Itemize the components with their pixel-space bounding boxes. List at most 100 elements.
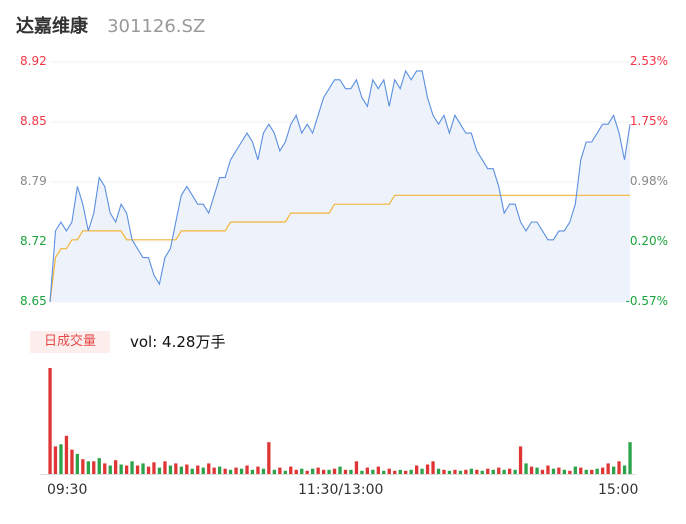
- volume-bar: [168, 465, 173, 474]
- volume-bar: [387, 468, 391, 474]
- volume-bar: [218, 466, 222, 474]
- volume-bar: [152, 462, 156, 474]
- volume-bar: [453, 469, 457, 474]
- volume-bar: [617, 461, 621, 474]
- volume-bar: [540, 469, 545, 474]
- time-tick-label: 15:00: [598, 482, 639, 498]
- volume-bar: [212, 467, 216, 474]
- volume-bar: [130, 461, 134, 474]
- volume-bar: [612, 466, 616, 474]
- volume-bar: [436, 468, 441, 474]
- volume-bar: [81, 459, 85, 474]
- volume-bar: [228, 469, 233, 474]
- price-plot-area: [49, 61, 631, 303]
- volume-bar: [518, 446, 523, 474]
- price-tick-label: 8.79: [20, 174, 47, 188]
- volume-bar: [92, 461, 96, 474]
- volume-bar: [119, 464, 123, 474]
- volume-bar: [480, 470, 484, 474]
- volume-bar: [125, 465, 129, 474]
- volume-bar: [524, 463, 528, 474]
- volume-bar: [327, 469, 331, 474]
- volume-bar: [316, 467, 320, 474]
- price-tick-label: 8.92: [20, 54, 47, 68]
- volume-bar: [338, 466, 342, 474]
- volume-bar: [579, 467, 583, 474]
- volume-bar: [234, 467, 238, 474]
- price-line: [49, 69, 631, 303]
- pct-tick-label: 0.20%: [629, 234, 668, 248]
- volume-bar: [53, 446, 58, 474]
- pct-tick-label: 0.98%: [629, 174, 668, 188]
- volume-bar: [371, 469, 375, 474]
- volume-bar: [272, 469, 276, 474]
- volume-bar: [86, 461, 90, 474]
- volume-bar: [393, 470, 397, 474]
- volume-bar: [141, 463, 145, 474]
- volume-bar: [562, 469, 566, 474]
- time-tick-label: 11:30/13:00: [298, 482, 384, 498]
- volume-bar: [305, 470, 309, 474]
- volume-bar: [557, 467, 561, 474]
- volume-bar: [497, 467, 501, 474]
- volume-bar: [551, 468, 556, 474]
- volume-bar: [590, 469, 594, 474]
- volume-bar: [376, 466, 380, 474]
- volume-bar: [261, 468, 266, 474]
- volume-bar: [404, 470, 408, 474]
- pct-tick-label: 1.75%: [629, 114, 668, 128]
- stock-header: 达嘉维康 301126.SZ: [16, 12, 205, 40]
- price-tick-label: 8.65: [20, 294, 47, 308]
- volume-bar: [425, 464, 430, 474]
- price-tick-label: 8.85: [20, 114, 47, 128]
- volume-bar: [469, 468, 473, 474]
- volume-bar: [146, 466, 151, 474]
- volume-bar: [529, 466, 534, 474]
- daily-volume-tab[interactable]: 日成交量: [30, 331, 110, 353]
- volume-bar: [546, 465, 550, 474]
- price-area-fill: [50, 70, 630, 303]
- volume-bar: [601, 467, 605, 474]
- time-tick-label: 09:30: [47, 482, 88, 498]
- volume-bar: [415, 465, 419, 474]
- volume-bar: [70, 449, 74, 474]
- volume-bar: [190, 468, 194, 474]
- volume-bar: [595, 468, 599, 474]
- volume-bar: [322, 469, 326, 474]
- volume-bar: [354, 461, 359, 474]
- volume-bar: [535, 467, 539, 474]
- volume-bar: [486, 468, 490, 474]
- volume-bar: [289, 466, 293, 474]
- stock-code: 301126.SZ: [107, 16, 206, 37]
- volume-bar: [196, 465, 200, 474]
- volume-bar: [97, 458, 101, 474]
- volume-bar: [420, 468, 424, 474]
- volume-bar: [283, 470, 287, 474]
- volume-bar: [584, 469, 588, 474]
- volume-bar: [447, 470, 452, 474]
- volume-bar: [103, 463, 107, 474]
- volume-bar: [239, 468, 244, 474]
- volume-bar: [108, 465, 112, 474]
- volume-bar: [207, 463, 211, 474]
- volume-bar: [48, 368, 52, 474]
- volume-bar: [114, 460, 118, 474]
- volume-bar: [360, 470, 364, 474]
- volume-bar: [135, 465, 140, 474]
- volume-bar: [223, 468, 227, 474]
- volume-bar: [508, 468, 512, 474]
- volume-bar: [458, 470, 463, 474]
- volume-bar: [311, 468, 315, 474]
- average-price-line: [49, 194, 630, 303]
- volume-bar: [409, 469, 413, 474]
- volume-bar: [491, 469, 495, 474]
- volume-bar: [502, 469, 506, 474]
- volume-bar: [300, 468, 304, 474]
- volume-bar: [343, 469, 348, 474]
- volume-bar: [64, 435, 69, 474]
- stock-name: 达嘉维康: [16, 16, 88, 37]
- volume-bar: [513, 469, 517, 474]
- volume-bar: [431, 461, 435, 474]
- volume-bar: [250, 469, 255, 474]
